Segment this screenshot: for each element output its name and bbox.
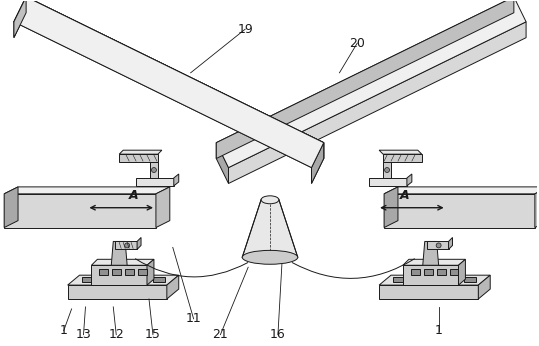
Polygon shape xyxy=(407,174,412,186)
Polygon shape xyxy=(138,269,147,275)
Polygon shape xyxy=(478,275,490,299)
Polygon shape xyxy=(448,237,453,249)
Polygon shape xyxy=(312,143,324,183)
Polygon shape xyxy=(423,242,439,265)
Text: A: A xyxy=(129,189,139,202)
Text: 20: 20 xyxy=(349,37,365,49)
Polygon shape xyxy=(136,178,174,186)
Polygon shape xyxy=(369,178,407,186)
Polygon shape xyxy=(312,143,324,183)
Polygon shape xyxy=(465,277,476,282)
Polygon shape xyxy=(242,200,298,257)
Text: 1: 1 xyxy=(60,324,67,337)
Polygon shape xyxy=(111,242,127,265)
Polygon shape xyxy=(384,194,535,228)
Polygon shape xyxy=(174,174,179,186)
Polygon shape xyxy=(379,285,478,299)
Text: 11: 11 xyxy=(186,312,202,325)
Polygon shape xyxy=(383,162,391,178)
Polygon shape xyxy=(14,0,26,38)
Polygon shape xyxy=(112,269,121,275)
Polygon shape xyxy=(135,277,147,282)
Text: 19: 19 xyxy=(237,23,253,36)
Polygon shape xyxy=(383,154,422,162)
Polygon shape xyxy=(153,277,165,282)
Polygon shape xyxy=(379,275,490,285)
Polygon shape xyxy=(137,237,141,249)
Circle shape xyxy=(384,167,390,173)
Polygon shape xyxy=(216,0,526,167)
Polygon shape xyxy=(411,277,423,282)
Polygon shape xyxy=(229,22,526,183)
Circle shape xyxy=(125,243,130,248)
Polygon shape xyxy=(4,187,18,228)
Polygon shape xyxy=(92,259,154,265)
Polygon shape xyxy=(99,269,108,275)
Polygon shape xyxy=(67,285,167,299)
Polygon shape xyxy=(14,0,324,167)
Circle shape xyxy=(436,243,441,248)
Polygon shape xyxy=(384,187,539,194)
Polygon shape xyxy=(26,0,324,158)
Polygon shape xyxy=(393,277,405,282)
Polygon shape xyxy=(26,0,324,158)
Polygon shape xyxy=(115,242,137,249)
Text: 16: 16 xyxy=(270,328,286,341)
Polygon shape xyxy=(150,162,158,178)
Polygon shape xyxy=(424,269,433,275)
Polygon shape xyxy=(216,0,514,158)
Polygon shape xyxy=(147,259,154,285)
Polygon shape xyxy=(403,259,465,265)
Polygon shape xyxy=(119,150,162,154)
Polygon shape xyxy=(156,187,170,228)
Polygon shape xyxy=(125,269,134,275)
Polygon shape xyxy=(437,269,446,275)
Polygon shape xyxy=(450,269,459,275)
Polygon shape xyxy=(384,187,398,228)
Polygon shape xyxy=(429,277,440,282)
Polygon shape xyxy=(379,150,422,154)
Text: 21: 21 xyxy=(212,328,229,341)
Polygon shape xyxy=(427,242,448,249)
Polygon shape xyxy=(92,265,147,285)
Polygon shape xyxy=(99,277,111,282)
Polygon shape xyxy=(4,194,156,228)
Text: A: A xyxy=(400,189,410,202)
Polygon shape xyxy=(447,277,459,282)
Polygon shape xyxy=(119,154,158,162)
Polygon shape xyxy=(403,265,459,285)
Polygon shape xyxy=(167,275,179,299)
Polygon shape xyxy=(14,0,26,38)
Text: 12: 12 xyxy=(108,328,124,341)
Polygon shape xyxy=(216,143,229,183)
Polygon shape xyxy=(535,187,539,228)
Polygon shape xyxy=(14,0,324,167)
Text: 1: 1 xyxy=(434,324,443,337)
Polygon shape xyxy=(67,275,179,285)
Polygon shape xyxy=(4,187,170,194)
Ellipse shape xyxy=(242,251,298,264)
Text: 15: 15 xyxy=(145,328,161,341)
Ellipse shape xyxy=(261,196,279,204)
Polygon shape xyxy=(81,277,93,282)
Circle shape xyxy=(151,167,156,173)
Polygon shape xyxy=(117,277,129,282)
Text: 13: 13 xyxy=(75,328,92,341)
Polygon shape xyxy=(411,269,420,275)
Polygon shape xyxy=(459,259,465,285)
